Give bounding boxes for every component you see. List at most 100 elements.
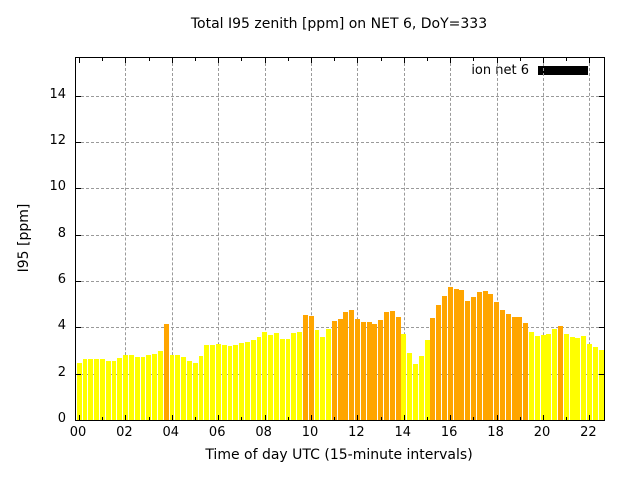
bar [500,310,505,420]
v-gridline [589,58,590,420]
bar [309,316,314,420]
bar [488,294,493,420]
bar [338,319,343,420]
bar [332,321,337,420]
x-minor-tick [427,58,428,61]
bar [448,287,453,420]
x-major-tick [218,415,219,420]
x-major-tick [357,415,358,420]
x-major-tick [404,58,405,63]
bar [506,314,511,420]
v-gridline [404,58,405,420]
x-tick-label: 18 [487,425,504,440]
y-major-tick [76,327,81,328]
bar [523,323,528,420]
bar [512,317,517,420]
bar [297,332,302,420]
bar [564,334,569,420]
x-major-tick [79,58,80,63]
y-major-tick [76,281,81,282]
x-minor-tick [520,58,521,61]
bar [471,297,476,420]
plot-area: ion net 6 [75,57,605,421]
x-minor-tick [473,58,474,61]
y-major-tick [76,235,81,236]
bar [349,310,354,420]
y-major-tick [599,327,604,328]
x-tick-label: 00 [69,425,87,440]
bar [280,339,285,420]
bar [77,363,82,420]
x-major-tick [125,415,126,420]
h-gridline [76,188,604,189]
bar [158,351,163,420]
bar [390,311,395,420]
bar [286,339,290,420]
bar [245,342,250,420]
bar [396,317,401,420]
bar [274,333,279,420]
x-major-tick [543,415,544,420]
bar [129,355,134,420]
y-tick-label: 0 [57,411,66,426]
bar [413,364,418,420]
x-minor-tick [241,58,242,61]
bar [326,329,331,420]
bar [152,354,157,420]
bar [517,317,522,420]
v-gridline [311,58,312,420]
x-major-tick [543,58,544,63]
legend-label: ion net 6 [471,63,529,78]
v-gridline [218,58,219,420]
x-major-tick [357,58,358,63]
x-major-tick [172,415,173,420]
bar [112,361,116,420]
x-minor-tick [473,417,474,420]
chart-title: Total I95 zenith [ppm] on NET 6, DoY=333 [190,16,488,32]
x-minor-tick [102,417,103,420]
bar [430,318,435,420]
bar [587,344,592,420]
bar [570,337,575,420]
x-minor-tick [288,417,289,420]
bar [262,332,267,420]
bar [222,345,227,420]
bar [100,359,105,420]
x-minor-tick [288,58,289,61]
x-minor-tick [381,417,382,420]
bar [204,345,209,420]
bar [216,344,221,420]
y-major-tick [599,235,604,236]
y-major-tick [599,281,604,282]
bar [442,296,447,420]
x-tick-label: 12 [348,425,365,440]
bar [425,340,430,420]
x-major-tick [311,58,312,63]
bar [251,340,256,420]
bar [175,355,180,420]
bar [552,329,557,420]
v-gridline [497,58,498,420]
x-tick-label: 14 [394,425,412,440]
v-gridline [125,58,126,420]
x-major-tick [450,58,451,63]
bar [454,289,459,420]
bar [135,357,140,420]
bar [581,336,586,420]
x-major-tick [450,415,451,420]
bar [315,330,319,420]
bar [233,345,238,420]
bar [477,292,482,420]
x-minor-tick [566,58,567,61]
x-major-tick [404,415,405,420]
v-gridline [172,58,173,420]
bar [193,363,198,420]
bar [355,319,360,420]
h-gridline [76,235,604,236]
x-tick-label: 06 [208,425,226,440]
x-minor-tick [334,58,335,61]
bar [187,361,192,420]
x-tick-label: 22 [580,425,597,440]
bar [529,332,534,420]
